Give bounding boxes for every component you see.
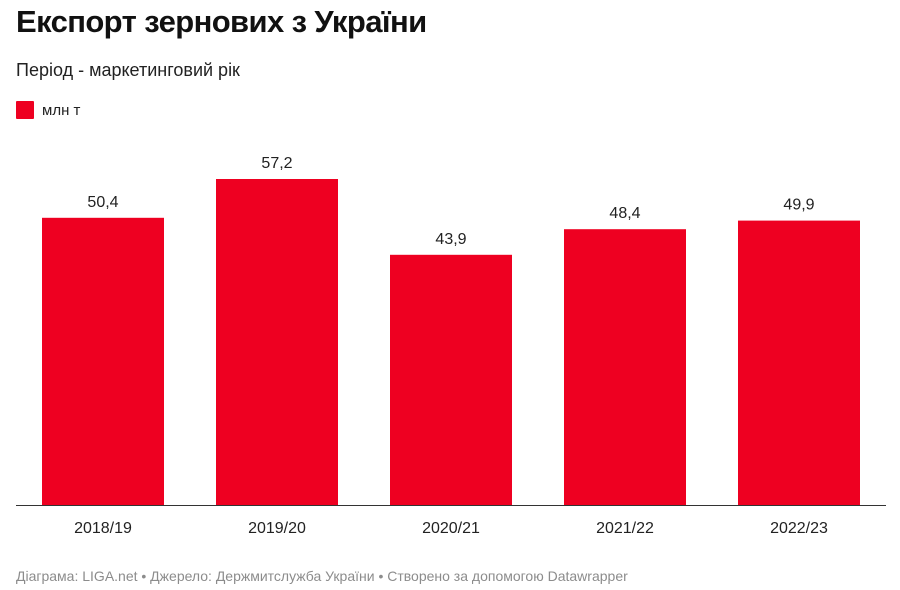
x-tick-labels-group: 2018/19 2019/20 2020/21 2021/22 2022/23 [74, 520, 828, 537]
x-tick-label: 2020/21 [422, 520, 480, 537]
bar-value-label: 43,9 [435, 231, 466, 248]
legend: млн т [16, 100, 80, 120]
bars-group [42, 179, 860, 506]
value-labels-group: 50,4 57,2 43,9 48,4 49,9 [87, 155, 814, 248]
bar-chart: 50,4 57,2 43,9 48,4 49,9 2018/19 2019/20 2020/… [16, 155, 886, 537]
bar-2019-20 [216, 179, 338, 505]
x-tick-label: 2019/20 [248, 520, 306, 537]
bar-value-label: 49,9 [783, 197, 814, 214]
bar-2018-19 [42, 217, 164, 506]
bar-value-label: 50,4 [87, 194, 118, 211]
x-tick-label: 2021/22 [596, 520, 654, 537]
bar-value-label: 57,2 [261, 155, 292, 172]
chart-footer: Діаграма: LIGA.net • Джерело: Держмитслу… [16, 568, 628, 584]
chart-subtitle: Період - маркетинговий рік [16, 60, 240, 80]
bar-value-label: 48,4 [609, 205, 640, 222]
bar-2022-23 [738, 220, 860, 505]
bar-2020-21 [390, 254, 512, 505]
x-tick-label: 2018/19 [74, 520, 132, 537]
chart-title: Експорт зернових з України [16, 4, 427, 39]
legend-swatch [16, 101, 34, 119]
legend-label: млн т [42, 101, 81, 119]
bar-2021-22 [564, 229, 686, 505]
x-tick-label: 2022/23 [770, 520, 828, 537]
